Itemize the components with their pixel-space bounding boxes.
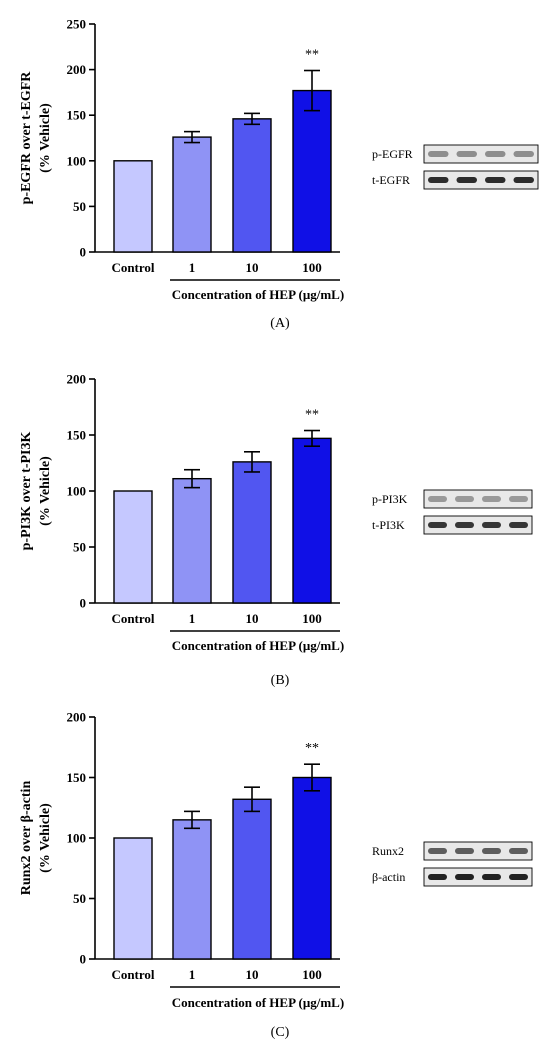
y-axis-label-unit: (% Vehicle) bbox=[38, 803, 53, 873]
bar bbox=[113, 837, 153, 960]
blot-band bbox=[428, 874, 447, 880]
y-tick-label: 200 bbox=[67, 710, 87, 725]
panel-label: (C) bbox=[271, 1025, 290, 1040]
y-tick-label: 200 bbox=[67, 372, 87, 387]
blot-band bbox=[428, 177, 449, 183]
bar bbox=[172, 136, 212, 253]
blot-band bbox=[428, 522, 447, 528]
y-tick-label: 50 bbox=[73, 540, 86, 555]
x-axis-title: Concentration of HEP (μg/mL) bbox=[172, 995, 344, 1010]
y-tick-label: 100 bbox=[67, 831, 87, 846]
y-tick-label: 250 bbox=[67, 17, 87, 32]
blot-strip bbox=[423, 144, 539, 164]
blot-band bbox=[456, 151, 477, 157]
blot-strip bbox=[423, 841, 533, 861]
blot-band bbox=[482, 848, 501, 854]
bar bbox=[172, 819, 212, 960]
bar bbox=[292, 776, 332, 960]
blot-row-label: t-PI3K bbox=[372, 518, 405, 532]
significance-marker: ** bbox=[305, 741, 319, 756]
panel-a: 0 50 100 150 200 250 p-EGFR over t-EGFR (% Vehi… bbox=[0, 0, 550, 340]
blot-band bbox=[482, 874, 501, 880]
y-axis-label-unit: (% Vehicle) bbox=[38, 103, 53, 173]
bar bbox=[113, 490, 153, 604]
blot-band bbox=[509, 522, 528, 528]
x-tick-label: Control bbox=[111, 260, 154, 275]
blot-band bbox=[485, 177, 506, 183]
panel-c: 0 50 100 150 200 Runx2 over β-actin (% Vehicle… bbox=[0, 705, 550, 1054]
y-tick-label: 150 bbox=[67, 428, 87, 443]
bar bbox=[113, 160, 153, 253]
blot-band bbox=[509, 848, 528, 854]
bar bbox=[172, 477, 212, 604]
x-tick-label: 1 bbox=[189, 260, 196, 275]
blot-strip bbox=[423, 489, 533, 509]
blot-band bbox=[428, 151, 449, 157]
blot-band bbox=[455, 874, 474, 880]
y-axis-label: p-EGFR over t-EGFR bbox=[19, 71, 34, 205]
y-tick-label: 200 bbox=[67, 62, 87, 77]
x-tick-label: 1 bbox=[189, 967, 196, 982]
y-tick-label: 100 bbox=[67, 153, 87, 168]
y-tick-label: 50 bbox=[73, 199, 86, 214]
x-axis-title: Concentration of HEP (μg/mL) bbox=[172, 287, 344, 302]
y-tick-label: 100 bbox=[67, 484, 87, 499]
x-tick-label: Control bbox=[111, 967, 154, 982]
blot-band bbox=[513, 177, 534, 183]
x-tick-label: 100 bbox=[302, 260, 322, 275]
y-tick-label: 150 bbox=[67, 770, 87, 785]
bar bbox=[232, 461, 272, 604]
x-tick-label: 100 bbox=[302, 967, 322, 982]
bar-chart-c: 0 50 100 150 200 Runx2 over β-actin (% Vehicle… bbox=[19, 710, 533, 1040]
y-axis-label: Runx2 over β-actin bbox=[19, 781, 34, 896]
y-axis-label: p-PI3K over t-PI3K bbox=[19, 432, 34, 551]
x-tick-label: Control bbox=[111, 611, 154, 626]
x-tick-label: 100 bbox=[302, 611, 322, 626]
blot-band bbox=[428, 496, 447, 502]
x-axis-title: Concentration of HEP (μg/mL) bbox=[172, 638, 344, 653]
panel-label: (B) bbox=[271, 673, 290, 688]
x-tick-label: 1 bbox=[189, 611, 196, 626]
x-tick-label: 10 bbox=[246, 260, 259, 275]
x-tick-label: 10 bbox=[246, 967, 259, 982]
blot-band bbox=[482, 522, 501, 528]
blot-strip bbox=[423, 515, 533, 535]
panel-label: (A) bbox=[270, 316, 290, 331]
blot-row-label: t-EGFR bbox=[372, 173, 410, 187]
bar-chart-a: 0 50 100 150 200 250 p-EGFR over t-EGFR (% Vehi… bbox=[19, 17, 539, 331]
blot-band bbox=[513, 151, 534, 157]
y-tick-label: 50 bbox=[73, 891, 86, 906]
blot-band bbox=[456, 177, 477, 183]
blot-band bbox=[455, 522, 474, 528]
blot-row-label: p-EGFR bbox=[372, 147, 413, 161]
y-tick-label: 150 bbox=[67, 108, 87, 123]
blot-band bbox=[509, 874, 528, 880]
bar bbox=[292, 437, 332, 604]
y-axis-label-unit: (% Vehicle) bbox=[38, 456, 53, 526]
bar bbox=[232, 798, 272, 960]
bar bbox=[232, 118, 272, 253]
y-tick-label: 0 bbox=[80, 596, 87, 611]
panel-b: 0 50 100 150 200 p-PI3K over t-PI3K (% Vehicle… bbox=[0, 345, 550, 700]
blot-band bbox=[428, 848, 447, 854]
blot-strip bbox=[423, 867, 533, 887]
blot-band bbox=[455, 496, 474, 502]
bar-chart-b: 0 50 100 150 200 p-PI3K over t-PI3K (% Vehicle… bbox=[19, 372, 533, 688]
bar bbox=[292, 89, 332, 253]
blot-band bbox=[509, 496, 528, 502]
y-tick-label: 0 bbox=[80, 245, 87, 260]
x-tick-label: 10 bbox=[246, 611, 259, 626]
blot-band bbox=[455, 848, 474, 854]
blot-strip bbox=[423, 170, 539, 190]
blot-row-label: β-actin bbox=[372, 870, 405, 884]
blot-row-label: p-PI3K bbox=[372, 492, 408, 506]
significance-marker: ** bbox=[305, 48, 319, 63]
significance-marker: ** bbox=[305, 408, 319, 423]
y-tick-label: 0 bbox=[80, 952, 87, 967]
blot-band bbox=[482, 496, 501, 502]
blot-band bbox=[485, 151, 506, 157]
blot-row-label: Runx2 bbox=[372, 844, 404, 858]
